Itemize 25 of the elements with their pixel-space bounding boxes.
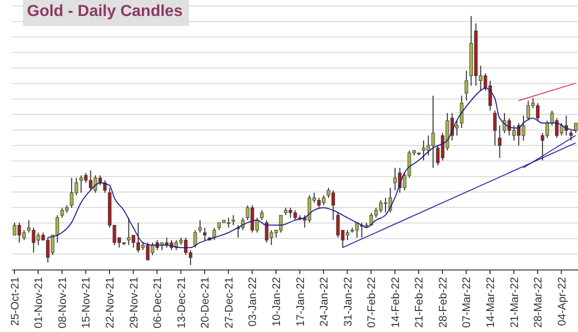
x-tick-label: 25-Oct-21 [9, 277, 22, 326]
x-tick-label: 14-Feb-22 [390, 277, 402, 328]
x-tick-label: 28-Mar-22 [532, 277, 545, 328]
x-tick-label: 21-Feb-22 [414, 277, 426, 328]
x-tick-label: 14-Mar-22 [485, 277, 498, 328]
x-tick-label: 28-Feb-22 [437, 277, 450, 328]
x-tick-label: 31-Jan-22 [342, 277, 354, 327]
x-tick-label: 04-Apr-22 [556, 277, 568, 326]
x-tick-label: 10-Jan-22 [270, 277, 283, 327]
x-tick-label: 07-Mar-22 [461, 277, 474, 328]
x-tick-label: 22-Nov-21 [104, 277, 117, 328]
chart-title: Gold - Daily Candles [23, 0, 189, 26]
x-tick-label: 24-Jan-22 [318, 277, 331, 327]
x-tick-label: 29-Nov-21 [128, 277, 140, 328]
x-tick-label: 20-Dec-21 [200, 277, 212, 328]
x-tick-label: 21-Mar-22 [508, 277, 521, 328]
x-tick-label: 07-Feb-22 [366, 277, 378, 328]
x-tick-label: 08-Nov-21 [56, 277, 69, 328]
x-tick-label: 27-Dec-21 [223, 277, 236, 328]
x-tick-label: 06-Dec-21 [152, 277, 164, 328]
x-tick-label: 03-Jan-22 [247, 277, 260, 327]
x-tick-label: 17-Jan-22 [294, 277, 307, 327]
x-tick-label: 13-Dec-21 [176, 277, 188, 328]
x-tick-label: 15-Nov-21 [80, 277, 93, 328]
x-tick-label: 01-Nov-21 [33, 277, 46, 328]
